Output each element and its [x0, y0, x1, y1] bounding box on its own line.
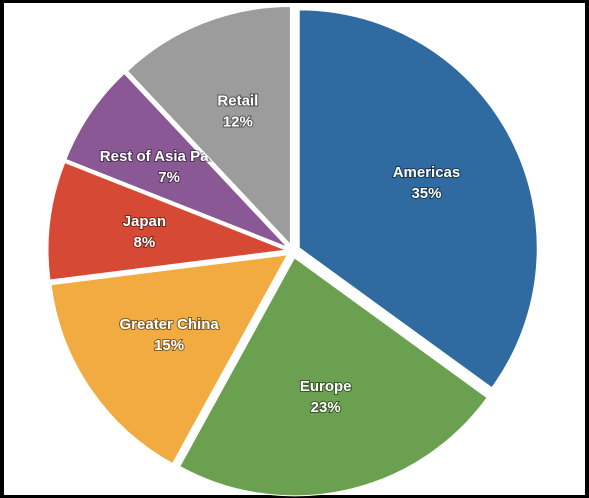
pie-slice	[126, 5, 291, 246]
value-label: 15%	[154, 337, 184, 354]
slice-label: Americas	[393, 164, 461, 181]
value-label: 23%	[311, 399, 341, 416]
value-label: 7%	[158, 169, 180, 186]
pie-slice	[65, 72, 288, 248]
value-label: 8%	[134, 234, 156, 251]
pie-slice	[179, 257, 488, 497]
value-label: 35%	[411, 185, 441, 202]
pie-slice	[47, 161, 287, 281]
slice-label: Japan	[123, 213, 166, 230]
slice-label: Retail	[217, 93, 258, 110]
pie-slice	[298, 9, 538, 389]
slice-label: Greater China	[120, 316, 220, 333]
value-label: 12%	[223, 114, 253, 131]
slice-label: Europe	[300, 378, 352, 395]
pie-slice	[50, 254, 289, 465]
